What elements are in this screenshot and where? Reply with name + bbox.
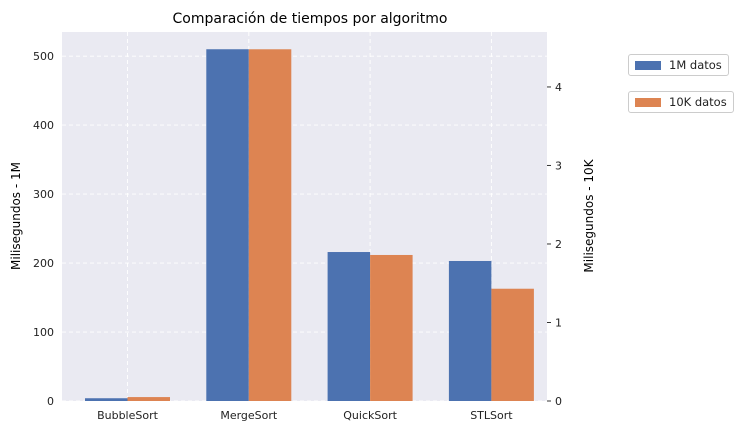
legend-label-10k: 10K datos bbox=[669, 95, 727, 109]
y-left-tick-label: 200 bbox=[33, 257, 54, 270]
y-axis-left-label: Milisegundos - 1M bbox=[9, 162, 23, 270]
chart-title: Comparación de tiempos por algoritmo bbox=[173, 11, 448, 27]
legend-item-1m: 1M datos bbox=[628, 54, 729, 76]
legend-swatch-10k bbox=[635, 97, 661, 107]
x-tick-label: MergeSort bbox=[220, 409, 278, 422]
legend-item-10k: 10K datos bbox=[628, 91, 734, 113]
bar-10k-stlsort bbox=[491, 288, 534, 401]
bar-1m-stlsort bbox=[448, 260, 492, 401]
y-left-tick-label: 400 bbox=[33, 119, 54, 132]
y-right-tick-label: 0 bbox=[555, 395, 562, 408]
x-tick-label: STLSort bbox=[470, 409, 513, 422]
y-left-tick-label: 100 bbox=[33, 326, 54, 339]
y-axis-right-label: Milisegundos - 10K bbox=[582, 158, 596, 272]
y-right-tick-label: 2 bbox=[555, 238, 562, 251]
bar-10k-mergesort bbox=[248, 49, 292, 401]
tick-labels: BubbleSort MergeSort QuickSort STLSort 0 100 2… bbox=[33, 50, 562, 422]
x-tick-label: BubbleSort bbox=[97, 409, 159, 422]
bar-1m-bubblesort bbox=[85, 398, 128, 401]
y-left-tick-label: 500 bbox=[33, 50, 54, 63]
legend-label-1m: 1M datos bbox=[669, 58, 722, 72]
y-right-tick-label: 3 bbox=[555, 159, 562, 172]
bar-1m-quicksort bbox=[327, 252, 371, 401]
x-tick-label: QuickSort bbox=[343, 409, 397, 422]
bar-10k-bubblesort bbox=[127, 397, 170, 401]
bars bbox=[85, 49, 534, 402]
y-right-tick-label: 1 bbox=[555, 316, 562, 329]
y-left-tick-label: 0 bbox=[47, 395, 54, 408]
y-left-tick-label: 300 bbox=[33, 188, 54, 201]
legend-swatch-1m bbox=[635, 60, 661, 70]
bar-1m-mergesort bbox=[206, 49, 249, 402]
y-right-tick-label: 4 bbox=[555, 81, 562, 94]
bar-10k-quicksort bbox=[370, 254, 413, 401]
